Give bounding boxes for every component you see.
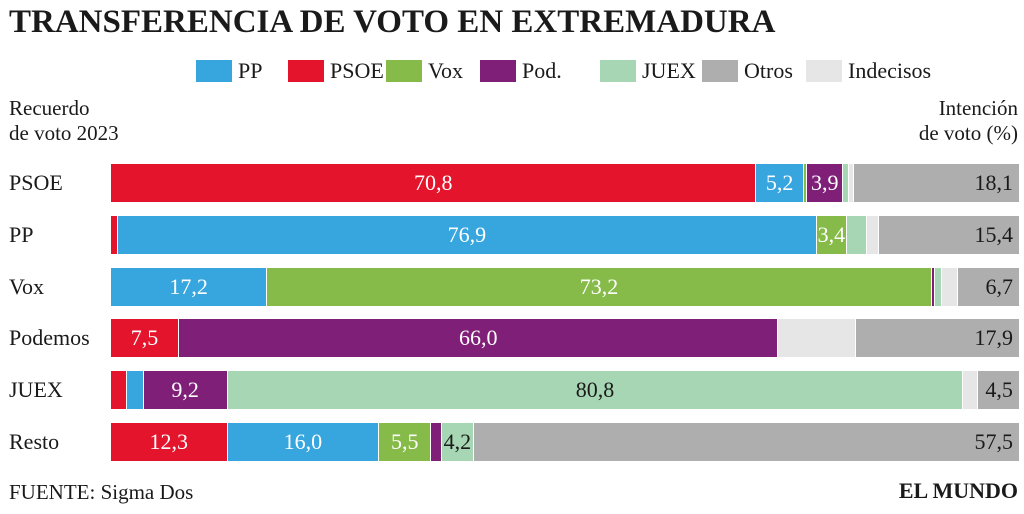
y-axis-title-line2: de voto 2023 <box>9 121 119 145</box>
legend-label: PP <box>238 58 263 83</box>
legend-item-indecisos: Indecisos <box>806 58 931 84</box>
bar-segment-psoe: 70,8 <box>111 164 757 202</box>
row-label-vox: Vox <box>9 274 45 299</box>
bar-segment-pod <box>931 268 935 306</box>
legend-item-juex: JUEX <box>600 58 696 84</box>
data-label: 17,9 <box>974 325 1013 350</box>
bar-segment-pod <box>431 423 442 461</box>
bar-segment-pp: 17,2 <box>111 268 268 306</box>
data-label: 12,3 <box>149 429 189 454</box>
x-axis-title-line1: Intención <box>938 96 1018 120</box>
bar-segment-otros: 4,5 <box>977 371 1019 409</box>
legend-swatch <box>288 60 324 82</box>
row-label-resto: Resto <box>9 429 60 454</box>
data-label: 70,8 <box>413 170 453 195</box>
bar-segment-otros: 6,7 <box>958 268 1019 306</box>
data-label: 4,5 <box>985 377 1013 402</box>
data-label: 3,9 <box>811 170 839 195</box>
legend-item-psoe: PSOE <box>288 58 384 84</box>
legend-label: Pod. <box>522 58 562 83</box>
bar-segment-pp: 16,0 <box>227 423 380 461</box>
bar-segment-vox: 3,4 <box>816 216 848 254</box>
bar-segment-pod: 9,2 <box>143 371 228 409</box>
bar-row-juex: 9,2 80,8 4,5 <box>111 371 1019 409</box>
data-label: 7,5 <box>130 325 159 350</box>
row-label-psoe: PSOE <box>9 170 63 195</box>
bar-segment-indecisos <box>963 371 978 409</box>
row-label-pp: PP <box>9 222 34 247</box>
data-label: 73,2 <box>579 274 619 299</box>
y-axis-title-line1: Recuerdo <box>9 96 90 120</box>
bar-segment-juex <box>847 216 868 254</box>
data-label: 66,0 <box>458 325 498 350</box>
data-label: 57,5 <box>974 429 1013 454</box>
legend-swatch <box>806 60 842 82</box>
data-label: 5,2 <box>765 170 794 195</box>
bar-segment-indecisos <box>941 268 959 306</box>
bar-segment-psoe <box>111 216 119 254</box>
bar-segment-vox: 73,2 <box>267 268 932 306</box>
y-axis-title: Recuerdo de voto 2023 <box>9 96 119 146</box>
bar-segment-pod: 66,0 <box>179 319 779 357</box>
legend-item-pp: PP <box>196 58 262 84</box>
data-label: 9,2 <box>171 377 199 402</box>
bar-segment-otros: 17,9 <box>856 319 1019 357</box>
bar-row-pp: 76,9 3,4 15,4 <box>111 216 1019 254</box>
bar-segment-otros: 15,4 <box>879 216 1019 254</box>
bar-row-psoe: 70,8 5,2 3,9 18,1 <box>111 164 1019 202</box>
bar-segment-psoe: 7,5 <box>111 319 180 357</box>
legend-label: Vox <box>428 58 464 83</box>
bar-segment-juex: 80,8 <box>227 371 964 409</box>
bar-row-resto: 12,3 16,0 5,5 4,2 57,5 <box>111 423 1019 461</box>
data-label: 4,2 <box>443 429 472 454</box>
row-label-podemos: Podemos <box>9 325 90 350</box>
bar-segment-indecisos <box>848 164 854 202</box>
bar-segment-juex: 4,2 <box>441 423 474 461</box>
row-label-juex: JUEX <box>9 377 63 402</box>
bar-row-podemos: 7,5 66,0 17,9 <box>111 319 1019 357</box>
data-label: 15,4 <box>974 222 1013 247</box>
data-label: 3,4 <box>817 222 846 247</box>
brand-logo: EL MUNDO <box>898 478 1018 503</box>
data-label: 16,0 <box>283 429 323 454</box>
bar-segment-indecisos <box>778 319 857 357</box>
legend-label: Indecisos <box>848 58 932 83</box>
bar-segment-pp: 76,9 <box>118 216 817 254</box>
x-axis-title: Intención de voto (%) <box>919 96 1018 146</box>
legend-label: Otros <box>744 58 793 83</box>
bar-segment-juex <box>934 268 942 306</box>
legend-swatch <box>600 60 636 82</box>
bar-segment-pp <box>127 371 144 409</box>
bar-row-vox: 17,2 73,2 6,7 <box>111 268 1019 306</box>
data-label: 5,5 <box>391 429 419 454</box>
legend-item-pod: Pod. <box>480 58 562 84</box>
bar-segment-juex <box>843 164 849 202</box>
data-label: 6,7 <box>985 274 1013 299</box>
legend-swatch <box>386 60 422 82</box>
data-label: 76,9 <box>447 222 487 247</box>
legend-swatch <box>702 60 738 82</box>
bar-segment-otros: 57,5 <box>473 423 1019 461</box>
legend-label: JUEX <box>642 58 696 83</box>
chart-title: TRANSFERENCIA DE VOTO EN EXTREMADURA <box>9 4 776 40</box>
legend-swatch <box>196 60 232 82</box>
source-note: FUENTE: Sigma Dos <box>9 480 194 504</box>
legend-item-vox: Vox <box>386 58 463 84</box>
legend-label: PSOE <box>330 58 384 83</box>
bar-segment-vox: 5,5 <box>379 423 432 461</box>
data-label: 17,2 <box>169 274 208 299</box>
bar-segment-pp: 5,2 <box>756 164 804 202</box>
legend-swatch <box>480 60 516 82</box>
data-label: 80,8 <box>575 377 615 402</box>
bar-segment-psoe: 12,3 <box>111 423 228 461</box>
bar-segment-vox <box>803 164 808 202</box>
x-axis-title-line2: de voto (%) <box>918 121 1018 145</box>
bar-segment-pod: 3,9 <box>807 164 844 202</box>
legend-item-otros: Otros <box>702 58 793 84</box>
bar-segment-otros: 18,1 <box>853 164 1019 202</box>
data-label: 18,1 <box>974 170 1013 195</box>
bar-segment-psoe <box>111 371 128 409</box>
bar-segment-indecisos <box>867 216 880 254</box>
